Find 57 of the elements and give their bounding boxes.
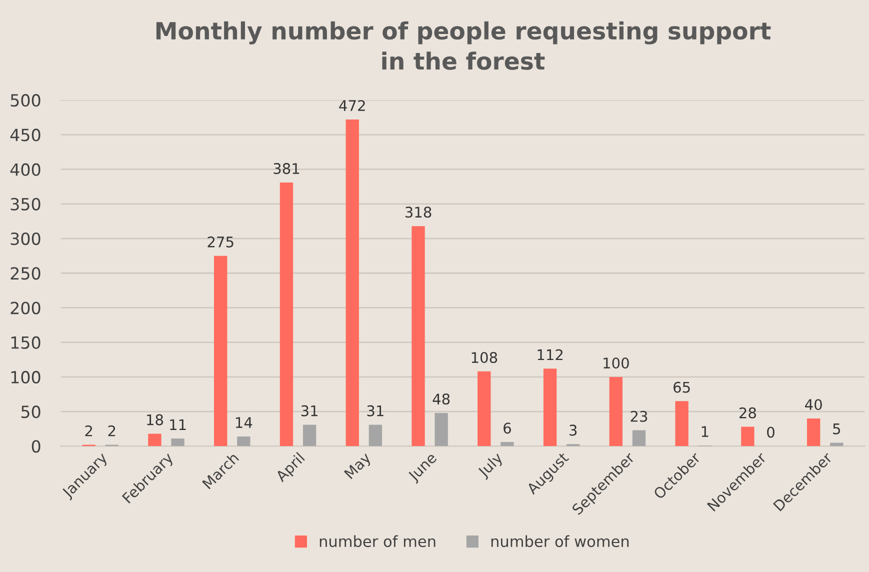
y-tick-label: 100 (11, 370, 40, 384)
y-tick-label: 300 (10, 232, 40, 246)
bar (280, 182, 294, 446)
bar (609, 376, 623, 446)
y-tick-label: 150 (11, 336, 40, 349)
y-tick-label: 450 (10, 128, 40, 142)
bar (434, 412, 448, 446)
y-tick-label: 50 (21, 406, 40, 418)
y-tick-label: 500 (10, 94, 40, 107)
data-label: 112 (538, 349, 562, 360)
y-tick-label: 400 (10, 163, 40, 176)
chart-title: Monthly number of people requesting support in the forest (156, 21, 771, 70)
bar (237, 436, 250, 446)
bar (807, 418, 820, 446)
data-label: 40 (805, 399, 822, 410)
data-label: 381 (274, 163, 300, 174)
data-label: 31 (301, 405, 318, 416)
bar (171, 438, 184, 446)
data-label: 14 (236, 417, 252, 428)
data-label: 2 (85, 425, 92, 436)
data-label: 2 (108, 425, 116, 436)
bar (148, 434, 162, 446)
y-tick-label: 0 (32, 440, 40, 453)
bar (830, 442, 844, 446)
data-label: 5 (833, 423, 840, 434)
bar (412, 226, 425, 446)
data-label: 28 (739, 407, 756, 418)
data-label: 318 (405, 206, 432, 218)
data-label: 0 (767, 426, 774, 438)
bar (478, 371, 491, 446)
data-label: 1 (702, 426, 708, 437)
legend-label: number of women (491, 535, 629, 548)
data-label: 275 (208, 236, 234, 248)
bar (741, 426, 754, 446)
data-label: 11 (170, 419, 186, 430)
legend-label: number of men (320, 535, 436, 548)
y-tick-label: 350 (10, 198, 40, 210)
data-label: 472 (339, 100, 365, 111)
bar (302, 424, 316, 446)
bar (346, 119, 359, 446)
y-tick-label: 250 (10, 267, 40, 280)
bar (543, 368, 557, 446)
y-tick-label: 200 (10, 302, 40, 314)
data-label: 108 (472, 352, 498, 364)
bar (214, 256, 228, 446)
data-label: 31 (367, 405, 384, 416)
bar (675, 401, 688, 446)
data-label: 48 (432, 394, 450, 405)
data-label: 100 (604, 358, 629, 369)
bar (368, 424, 382, 446)
data-label: 6 (504, 422, 511, 434)
data-label: 3 (570, 424, 577, 436)
data-label: 23 (630, 410, 648, 422)
bar (632, 430, 646, 446)
data-label: 65 (674, 382, 690, 393)
bar (500, 442, 514, 446)
data-label: 18 (147, 414, 163, 426)
